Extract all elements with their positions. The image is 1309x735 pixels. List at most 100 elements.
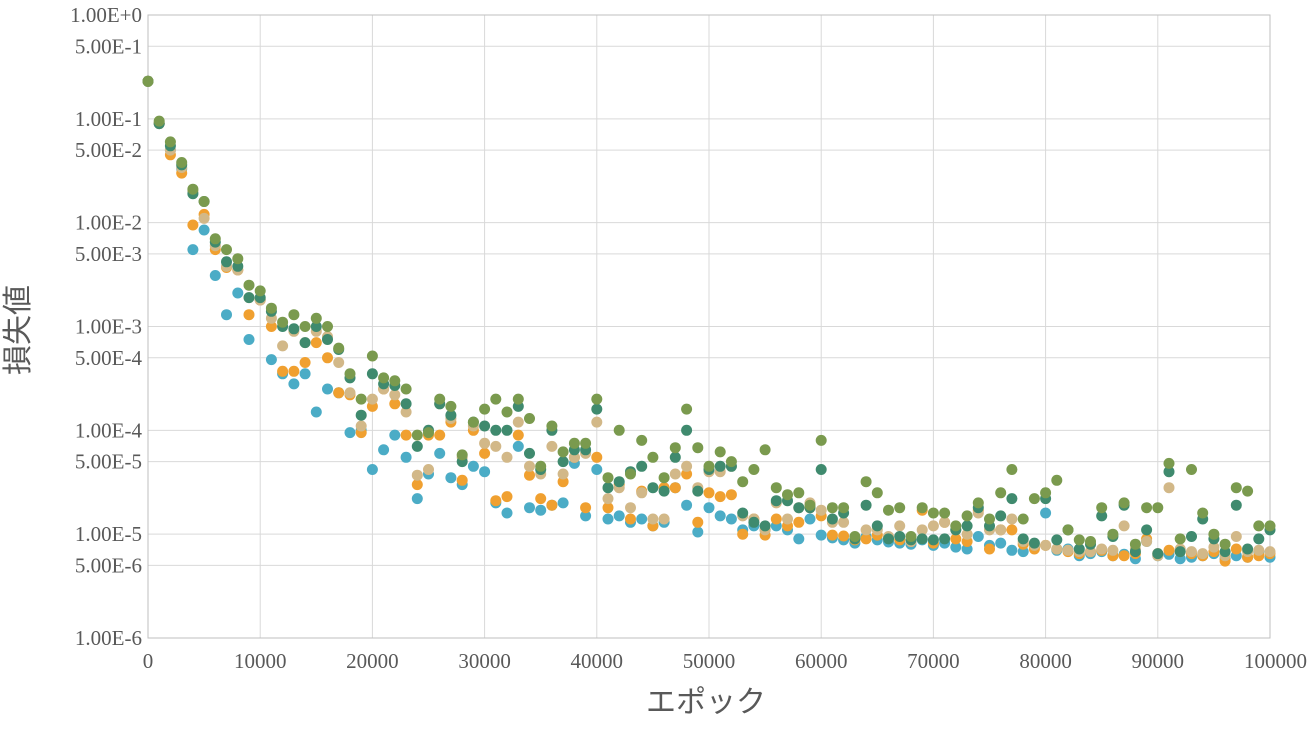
data-point [322,352,333,364]
data-point [299,337,311,349]
x-axis-title: エポック [646,685,766,720]
data-point [984,513,995,525]
data-point [725,513,737,525]
data-point [434,447,446,459]
data-point [378,444,390,456]
data-point [1040,507,1052,519]
data-point [1118,520,1130,532]
data-point [1107,528,1119,540]
data-point [860,524,872,536]
data-point [288,365,300,377]
data-point [288,309,300,321]
data-point [636,460,648,472]
data-point [524,447,535,459]
data-point [378,372,390,384]
data-point [310,321,322,332]
data-point [1186,531,1197,542]
x-tick-label: 50000 [683,649,736,673]
data-point [1017,533,1029,545]
data-point [1163,544,1175,556]
data-point [265,354,277,366]
data-point [1096,502,1108,514]
data-point [479,466,491,478]
data-point [535,460,547,472]
data-point [153,115,165,127]
data-point [1163,482,1175,494]
data-point [1051,474,1063,486]
data-point [546,499,558,511]
data-point [613,510,625,522]
data-point [467,460,479,472]
data-point [221,244,232,256]
data-point [905,531,917,542]
data-point [961,528,973,540]
data-point [1118,497,1130,509]
data-point [580,510,592,522]
data-point [591,416,603,428]
x-tick-label: 20000 [346,649,399,673]
data-point [939,533,951,545]
data-point [714,446,726,458]
data-point [512,416,524,428]
data-point [1141,536,1153,547]
y-tick-label: 1.00E-4 [75,418,143,442]
data-point [669,482,681,494]
data-point [535,504,547,516]
data-point [591,464,603,475]
data-point [1152,502,1164,514]
data-point [580,437,592,449]
data-point [826,513,838,525]
data-point [1073,534,1085,546]
data-point [333,387,345,399]
data-point [512,440,524,452]
data-point [815,464,827,475]
data-point [692,526,704,538]
data-point [164,136,176,148]
data-point [927,534,939,546]
data-point [692,516,704,528]
y-tick-label: 1.00E-5 [75,522,142,546]
data-point [389,389,401,401]
data-point [299,321,311,332]
data-point [400,429,412,441]
data-point [692,485,704,497]
data-point [232,260,244,272]
data-point [568,437,580,449]
data-point [658,513,670,525]
data-point [939,507,951,519]
data-point [221,256,232,268]
data-point [366,464,378,475]
data-point [602,493,614,505]
data-point [681,468,693,480]
data-point [322,321,333,332]
data-point [613,476,625,488]
data-point [681,499,693,511]
data-point [389,375,401,387]
data-point [310,337,322,349]
data-point [389,429,401,441]
data-point [411,440,423,452]
data-point [456,474,468,486]
data-point [299,368,311,380]
data-point [243,334,255,345]
data-point [681,460,693,472]
data-point [344,387,356,399]
data-point [176,157,188,168]
data-point [198,224,210,236]
data-point [423,427,434,439]
data-point [1230,531,1242,542]
data-point [299,357,311,368]
data-point [557,468,569,480]
data-point [1230,543,1242,555]
data-point [1163,466,1175,478]
data-point [759,444,771,456]
data-point [703,460,715,472]
data-point [187,244,199,256]
data-point [557,476,569,488]
y-tick-label: 5.00E-6 [75,553,142,577]
data-point [815,434,827,446]
data-point [849,531,861,542]
data-point [804,499,816,511]
data-point [322,334,333,345]
